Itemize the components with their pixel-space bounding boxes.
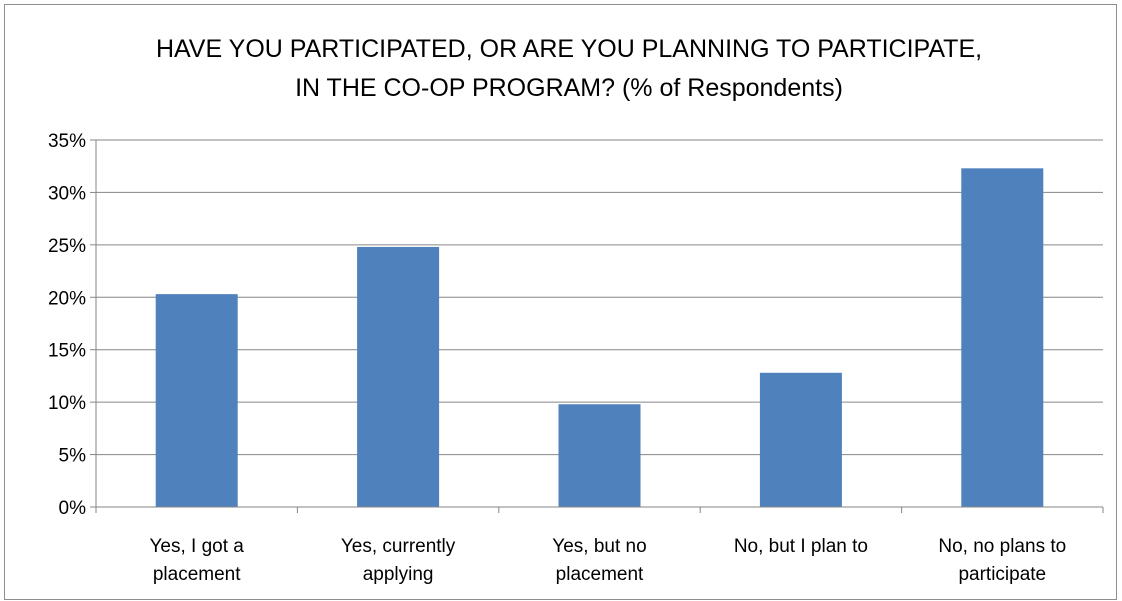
grid-lines (96, 139, 1103, 456)
y-tick-label: 5% (59, 446, 87, 467)
y-tick-label: 25% (48, 236, 86, 257)
x-category-label: No, but I plan to (734, 536, 868, 557)
y-tick-label: 20% (48, 288, 86, 309)
y-tick-label: 30% (48, 183, 86, 204)
chart-title-line-1: HAVE YOU PARTICIPATED, OR ARE YOU PLANNI… (156, 35, 982, 63)
x-category-label: Yes, but no placement (552, 536, 646, 585)
x-axis-labels: Yes, I got a placement Yes, currently apply… (150, 536, 1067, 585)
y-axis-ticks: 0% 5% 10% 15% 20% 25% 30% 35% (48, 131, 96, 519)
x-category-label: Yes, I got a placement (150, 536, 245, 585)
bar (558, 404, 641, 507)
y-tick-label: 15% (48, 341, 86, 362)
y-tick-label: 0% (59, 498, 87, 519)
bar (759, 372, 842, 507)
bar (357, 246, 440, 507)
bar (961, 168, 1044, 507)
bars (155, 168, 1044, 507)
y-tick-label: 10% (48, 393, 86, 414)
chart-title: HAVE YOU PARTICIPATED, OR ARE YOU PLANNI… (156, 35, 982, 102)
y-tick-label: 35% (48, 131, 86, 152)
x-category-label: Yes, currently applying (341, 536, 456, 585)
bar (155, 294, 238, 507)
axes (95, 140, 1104, 513)
x-category-label: No, no plans to participate (938, 536, 1066, 585)
chart-title-line-2: IN THE CO-OP PROGRAM? (% of Respondents) (295, 74, 843, 102)
